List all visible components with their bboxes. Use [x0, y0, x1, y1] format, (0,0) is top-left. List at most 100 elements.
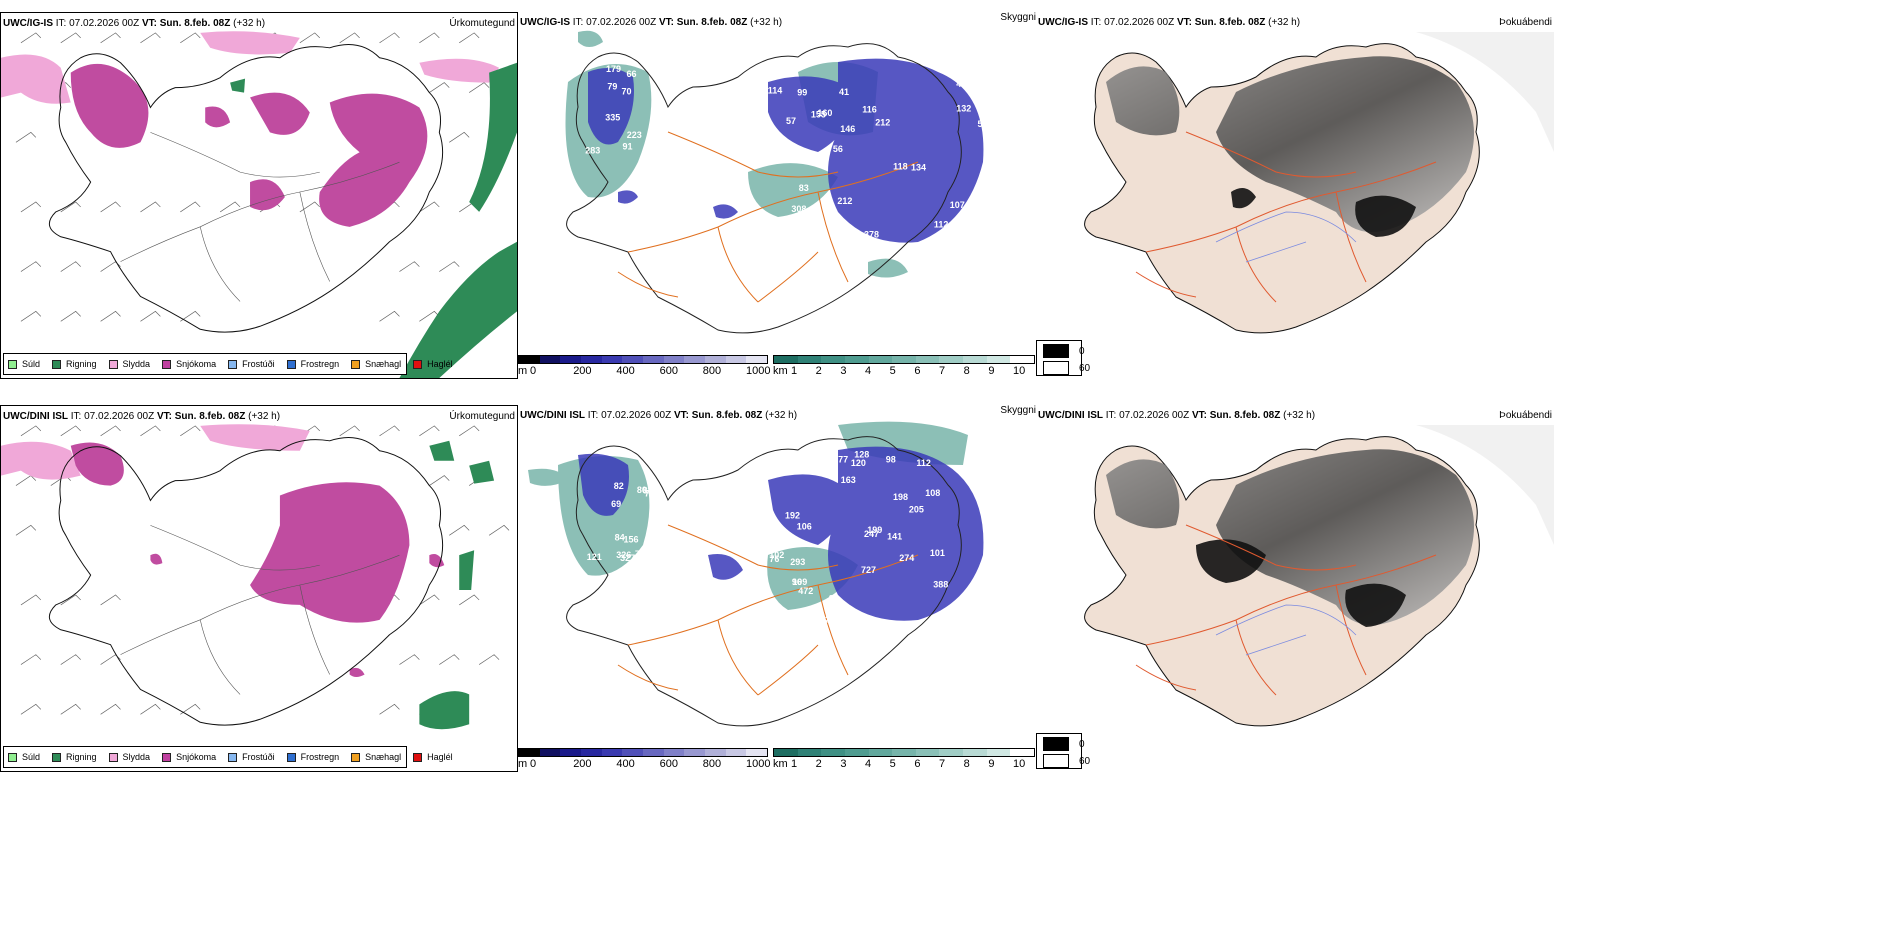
colorbar-cell — [986, 356, 1011, 363]
km-colorbar: km 1 2 3 4 5 6 7 8 9 10 — [773, 748, 1035, 770]
visibility-title: Skyggni — [1000, 405, 1036, 416]
fog-map — [1084, 32, 1554, 334]
panel-title: UWC/DINI ISL IT: 07.02.2026 00Z VT: Sun.… — [3, 411, 281, 422]
visibility-value: 274 — [899, 553, 914, 563]
colorbar-cell — [705, 749, 726, 756]
rain-area — [419, 440, 495, 730]
visibility-value: 198 — [893, 492, 908, 502]
model-name: UWC/IG-IS — [3, 18, 53, 29]
roads — [617, 131, 919, 303]
visibility-map: 1509047567060411162831601503087921213411… — [565, 30, 993, 334]
visibility-panel-2: UWC/DINI ISL IT: 07.02.2026 00Z VT: Sun.… — [518, 405, 1036, 772]
swatch-drizzle — [8, 359, 17, 369]
colorbar-cell — [797, 749, 822, 756]
iceland-coastline — [566, 43, 962, 334]
dense-fog — [1196, 539, 1406, 627]
visibility-value: 293 — [825, 615, 840, 625]
colorbar-tick: 2 — [815, 758, 822, 770]
colorbar-cell — [746, 749, 768, 756]
visibility-value: 41 — [839, 87, 849, 97]
swatch-freezing-drizzle — [228, 359, 238, 369]
panel-title: UWC/DINI ISL IT: 07.02.2026 00Z VT: Sun.… — [520, 410, 798, 421]
visibility-value: 96 — [792, 577, 802, 587]
colorbar-tick: 8 — [963, 365, 970, 377]
colorbar-tick: 4 — [865, 758, 872, 770]
colorbar-cell — [519, 356, 540, 363]
colorbar-cell — [797, 356, 822, 363]
fog-swatch-dense — [1043, 344, 1069, 358]
visibility-value: 230 — [765, 544, 780, 554]
visibility-value: 212 — [875, 117, 890, 127]
legend-item: Frostúði — [228, 752, 275, 762]
colorbar-tick: 10 — [1013, 365, 1026, 377]
visibility-value: 212 — [837, 196, 852, 206]
swatch-sleet — [108, 752, 118, 762]
panel-title: UWC/DINI ISL IT: 07.02.2026 00Z VT: Sun.… — [1038, 410, 1316, 421]
colorbar-cell — [519, 749, 540, 756]
precip-title: Úrkomutegund — [449, 18, 515, 29]
colorbar-tick: 0 — [530, 365, 537, 377]
fog-swatch-clear — [1043, 361, 1069, 375]
colorbar-tick: 2 — [815, 365, 822, 377]
precip-type-panel-1: UWC/IG-IS IT: 07.02.2026 00Z VT: Sun. 8.… — [0, 12, 518, 379]
visibility-value: 57 — [786, 116, 796, 126]
colorbar-tick: 7 — [939, 758, 946, 770]
colorbar-cell — [705, 356, 726, 363]
visibility-value: 213 — [842, 621, 857, 631]
swatch-hail — [413, 752, 423, 762]
colorbar-cell — [986, 749, 1011, 756]
visibility-value: 101 — [930, 548, 945, 558]
precip-legend: Súld Rigning Slydda Snjókoma Frostúði Fr… — [3, 746, 453, 768]
colorbar-cell — [821, 356, 845, 363]
km-colorbar: km 1 2 3 4 5 6 7 8 9 10 — [773, 355, 1035, 377]
fog-background — [1416, 32, 1554, 152]
visibility-value: 47 — [956, 79, 966, 89]
km-ticks: 1 2 3 4 5 6 7 8 9 10 — [773, 364, 1035, 377]
height-unit: m — [518, 365, 528, 377]
visibility-value: 56 — [833, 144, 843, 154]
swatch-snow — [162, 359, 172, 369]
colorbar-tick: 200 — [573, 758, 592, 770]
height-colorbar: m 0 200 400 600 800 1000 — [518, 748, 770, 770]
colorbar-cell — [915, 749, 940, 756]
height-ticks: 0 200 400 600 800 1000 — [518, 364, 771, 377]
panel-title: UWC/IG-IS IT: 07.02.2026 00Z VT: Sun. 8.… — [520, 17, 783, 28]
swatch-drizzle — [8, 752, 17, 762]
legend-item: Slydda — [108, 359, 150, 369]
precip-map — [1, 424, 510, 730]
iceland-coastline — [48, 437, 444, 726]
panel-title: UWC/IG-IS IT: 07.02.2026 00Z VT: Sun. 8.… — [1038, 17, 1301, 28]
fog-panel-1: UWC/IG-IS IT: 07.02.2026 00Z VT: Sun. 8.… — [1036, 12, 1554, 379]
swatch-freezing-rain — [286, 359, 296, 369]
roads — [120, 525, 400, 695]
visibility-value: 60 — [776, 222, 786, 232]
teal-visibility — [528, 421, 968, 610]
colorbar-tick: 5 — [889, 365, 896, 377]
km-ticks: 1 2 3 4 5 6 7 8 9 10 — [773, 757, 1035, 770]
colorbar-tick: 3 — [840, 758, 847, 770]
fog-panel-2: UWC/DINI ISL IT: 07.02.2026 00Z VT: Sun.… — [1036, 405, 1554, 772]
height-colorbar-cells — [518, 748, 768, 757]
visibility-value: 79 — [607, 81, 617, 91]
visibility-title: Skyggni — [1000, 12, 1036, 23]
fog-shading — [1106, 449, 1474, 625]
km-colorbar-cells — [773, 748, 1035, 757]
colorbar-tick: 1000 — [746, 365, 771, 377]
colorbar-cell — [746, 356, 768, 363]
legend-item: Súld — [8, 359, 40, 369]
km-unit: km — [773, 758, 788, 770]
colorbar-cell — [892, 356, 916, 363]
rivers — [1215, 211, 1357, 263]
colorbar-cell — [963, 356, 987, 363]
legend-item: Frostúði — [228, 359, 275, 369]
visibility-value: 335 — [605, 113, 620, 123]
visibility-value: 85 — [829, 594, 839, 604]
height-colorbar: m 0 200 400 600 800 1000 — [518, 355, 771, 377]
visibility-value: 388 — [933, 580, 948, 590]
fog-title: Þokuábendi — [1499, 17, 1552, 28]
visibility-value: 150 — [640, 169, 655, 179]
fog-swatch-clear — [1043, 754, 1069, 768]
colorbar-tick: 10 — [1013, 758, 1026, 770]
visibility-value: 179 — [606, 64, 621, 74]
visibility-value: 472 — [798, 586, 813, 596]
